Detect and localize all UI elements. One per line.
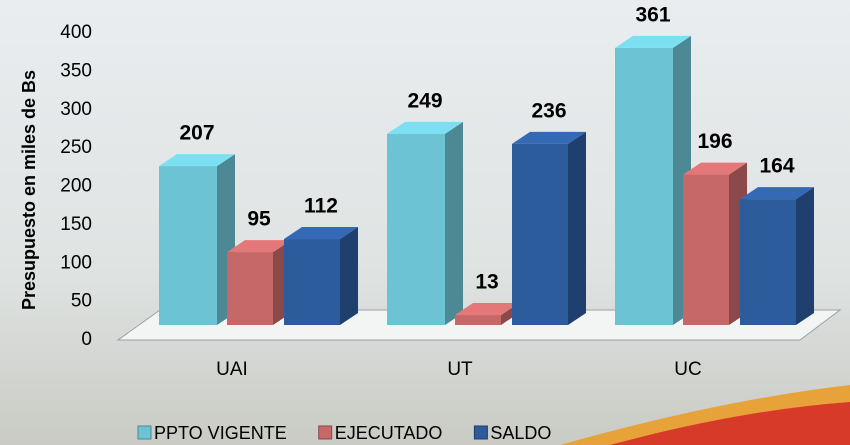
y-tick-label: 100: [60, 252, 92, 273]
y-tick-label: 50: [71, 291, 92, 312]
y-tick-label: 0: [81, 329, 92, 350]
data-label: 207: [179, 122, 214, 145]
bar: [159, 166, 217, 325]
x-tick-label: UAI: [216, 359, 248, 380]
legend-swatch: [319, 426, 332, 439]
x-tick-label: UT: [447, 359, 473, 380]
x-tick-label: UC: [674, 359, 701, 380]
y-axis-label: Presupuesto en miles de Bs: [19, 70, 39, 310]
bar-side: [568, 132, 586, 325]
bar-side: [796, 187, 814, 325]
data-label: 249: [407, 89, 442, 112]
legend-swatch: [138, 426, 151, 439]
data-label: 361: [635, 3, 670, 26]
bar: [683, 175, 729, 325]
data-label: 112: [304, 195, 338, 218]
legend-label: SALDO: [490, 423, 551, 443]
y-tick-label: 150: [60, 214, 92, 235]
chart: Presupuesto en miles de Bs 0 50 100 150 200 2…: [0, 0, 850, 445]
bar: [284, 239, 340, 325]
bar: [512, 144, 568, 325]
bar: [740, 199, 796, 325]
data-label: 164: [759, 155, 794, 178]
bar: [615, 48, 673, 325]
legend-swatch: [474, 426, 487, 439]
data-label: 236: [531, 99, 566, 122]
bar: [227, 252, 273, 325]
y-tick-label: 200: [60, 176, 92, 197]
bar-side: [340, 227, 358, 325]
data-label: 13: [475, 271, 498, 294]
legend-label: PPTO VIGENTE: [154, 423, 287, 443]
y-tick-label: 400: [60, 22, 92, 43]
legend-label: EJECUTADO: [335, 423, 443, 443]
bar-side: [445, 122, 463, 325]
data-label: 95: [247, 208, 271, 231]
data-label: 196: [697, 130, 732, 153]
y-tick-label: 250: [60, 137, 92, 158]
bar: [455, 315, 501, 325]
bar: [387, 134, 445, 325]
y-tick-label: 300: [60, 99, 92, 120]
y-tick-label: 350: [60, 60, 92, 81]
